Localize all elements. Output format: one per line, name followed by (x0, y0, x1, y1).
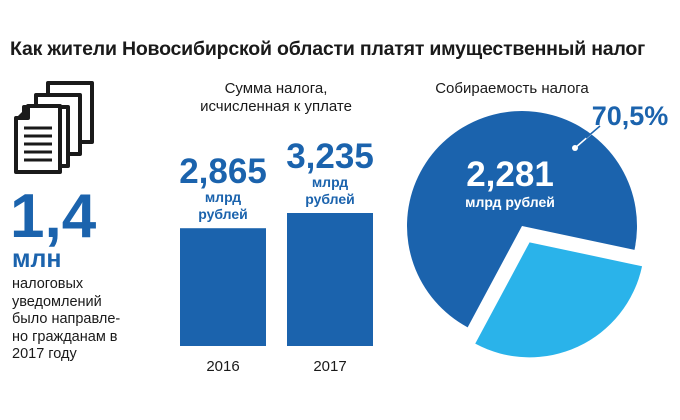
pie-slice-remaining (475, 242, 643, 358)
pie-callout-line-outer (585, 125, 601, 139)
bar-unit-label: рублей (198, 206, 248, 222)
bar-2016 (180, 228, 266, 346)
documents-icon (14, 81, 94, 174)
pie-percent-label: 70,5% (592, 101, 669, 131)
notices-value: 1,4 (10, 182, 97, 251)
bar-heading-line: Сумма налога, (224, 80, 328, 97)
bar-2017 (287, 213, 373, 346)
bar-unit-label: млрд (312, 174, 348, 190)
notices-text-line: уведомлений (12, 293, 102, 310)
pie-center-unit: млрд рублей (465, 194, 555, 210)
bar-unit-label: рублей (305, 191, 355, 207)
bar-heading-line: исчисленная к уплате (200, 98, 352, 115)
bar-category-label: 2016 (206, 358, 239, 375)
pie-slice-collected (407, 110, 638, 328)
notices-text-line: было направле- (12, 311, 121, 327)
notices-text-line: но гражданам в (12, 328, 118, 345)
page-title: Как жители Новосибирской области платят … (10, 38, 646, 60)
bar-chart-heading: Сумма налога, исчисленная к уплате (196, 80, 356, 116)
notices-text-line: 2017 году (12, 346, 77, 362)
bar-unit-label: млрд (205, 189, 241, 205)
pie-chart-heading: Собираемость налога (435, 80, 589, 97)
notices-text-line: налоговых (12, 276, 84, 292)
notices-description: налоговых уведомлений было направле- но … (12, 276, 152, 364)
notices-unit: млн (12, 245, 62, 273)
bar-value-label: 3,235 (286, 137, 374, 176)
bar-category-label: 2017 (313, 358, 346, 375)
bar-value-label: 2,865 (179, 152, 267, 191)
pie-center-value: 2,281 (466, 155, 554, 194)
